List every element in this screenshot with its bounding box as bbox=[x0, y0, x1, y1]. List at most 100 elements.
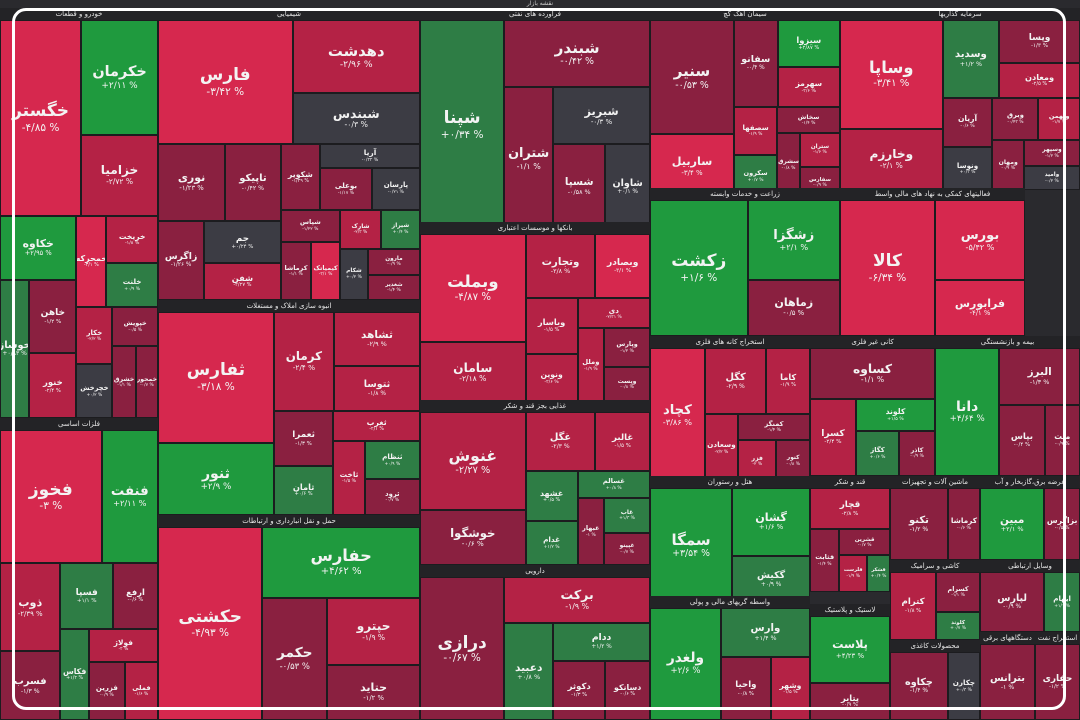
treemap-tile[interactable]: وبهمن -۱/۷ % bbox=[1038, 97, 1080, 140]
treemap-tile[interactable]: ونوسا +۰/۳ % bbox=[942, 147, 993, 190]
treemap-tile[interactable]: پتایر -۰/۹ % bbox=[810, 682, 890, 720]
treemap-tile[interactable]: کلوند +۱/۵ % bbox=[855, 398, 935, 431]
treemap-tile[interactable]: ارفع -۰/۶ % bbox=[113, 563, 158, 629]
treemap-tile[interactable]: ملت -۰/۹ % bbox=[1044, 404, 1080, 476]
treemap-tile[interactable]: ونوین -۲/۶ % bbox=[525, 354, 578, 402]
treemap-tile[interactable]: چکارن +۰/۳ % bbox=[947, 652, 980, 720]
treemap-tile[interactable]: غبهار -۱ % bbox=[577, 498, 605, 565]
treemap-tile[interactable]: ثغرب -۲/۱ % bbox=[333, 410, 420, 441]
treemap-tile[interactable]: درازی -۰/۶۷ % bbox=[420, 577, 505, 720]
treemap-tile[interactable]: ولغدر +۲/۶ % bbox=[650, 608, 721, 720]
treemap-tile[interactable]: واحیا -۰/۸ % bbox=[720, 657, 771, 720]
treemap-tile[interactable]: وساپا -۳/۴۱ % bbox=[840, 20, 943, 130]
treemap-tile[interactable]: وسدید +۱/۲ % bbox=[942, 20, 1000, 98]
treemap-tile[interactable]: آریان -۰/۶ % bbox=[942, 97, 993, 147]
treemap-tile[interactable]: ستران -۱/۶ % bbox=[799, 132, 840, 167]
treemap-tile[interactable]: زشگزا +۲/۱ % bbox=[747, 200, 840, 280]
treemap-tile[interactable]: کلوند +۰/۷ % bbox=[936, 611, 980, 640]
treemap-tile[interactable]: کمنگز -۱/۴ % bbox=[738, 414, 810, 441]
treemap-tile[interactable]: ثاخت -۱/۵ % bbox=[333, 440, 365, 515]
treemap-tile[interactable]: کسرام -۱/۱ % bbox=[936, 572, 980, 612]
treemap-tile[interactable]: شتران -۱/۱ % bbox=[504, 87, 554, 230]
treemap-tile[interactable]: شفن -۲/۲۷ % bbox=[204, 262, 281, 300]
treemap-tile[interactable]: سفانو -۰/۴ % bbox=[734, 20, 778, 107]
treemap-tile[interactable]: خلنت +۰/۹ % bbox=[106, 263, 158, 307]
treemap-tile[interactable]: خمحور -۰/۷ % bbox=[135, 346, 158, 418]
treemap-tile[interactable]: پارسان -۰/۲۱ % bbox=[371, 167, 420, 210]
treemap-tile[interactable]: سمگا +۳/۵۴ % bbox=[650, 488, 733, 604]
treemap-tile[interactable]: کرماشا -۱/۱ % bbox=[280, 241, 312, 300]
treemap-tile[interactable]: حکشتی -۴/۹۳ % bbox=[158, 527, 263, 720]
treemap-tile[interactable]: خگستر -۴/۸۵ % bbox=[0, 20, 82, 216]
treemap-tile[interactable]: دهدشت -۲/۹۶ % bbox=[292, 20, 420, 93]
treemap-tile[interactable]: فنفت +۲/۱۱ % bbox=[101, 430, 158, 564]
treemap-tile[interactable]: خریخت -۱/۸ % bbox=[106, 215, 158, 264]
treemap-tile[interactable]: فکاس +۱/۴ % bbox=[60, 628, 89, 720]
treemap-tile[interactable]: شبریز -۰/۳ % bbox=[553, 87, 650, 144]
treemap-tile[interactable]: وسعادن -۲/۲ % bbox=[704, 414, 739, 482]
treemap-tile[interactable]: کیمیاتک -۳/۱ % bbox=[311, 241, 340, 300]
treemap-tile[interactable]: بزاگرس -۰/۵ % bbox=[1044, 488, 1080, 560]
treemap-tile[interactable]: وبصادر -۳/۱ % bbox=[595, 234, 650, 299]
treemap-tile[interactable]: وملل -۱/۹ % bbox=[577, 328, 605, 402]
treemap-tile[interactable]: مبین +۲/۱ % bbox=[980, 488, 1045, 560]
treemap-tile[interactable]: خپویش -۰/۵ % bbox=[112, 306, 158, 347]
treemap-tile[interactable]: ثامان +۰/۶ % bbox=[273, 466, 334, 515]
treemap-tile[interactable]: سنیر -۰/۵۳ % bbox=[650, 20, 734, 135]
treemap-tile[interactable]: ثنور +۲/۹ % bbox=[158, 442, 274, 515]
treemap-tile[interactable]: خشرق -۱/۱ % bbox=[112, 346, 136, 418]
treemap-tile[interactable]: کسرا -۲/۴ % bbox=[810, 398, 856, 476]
treemap-tile[interactable]: وپسا -۱/۳ % bbox=[999, 20, 1080, 63]
treemap-tile[interactable]: کرمان -۲/۴ % bbox=[273, 312, 334, 411]
treemap-tile[interactable]: خزامیا -۲/۷۲ % bbox=[81, 134, 158, 216]
treemap-tile[interactable]: غنوش -۲/۲۷ % bbox=[420, 412, 526, 511]
treemap-tile[interactable]: ویاسار -۱/۵ % bbox=[525, 298, 578, 355]
treemap-tile[interactable]: سشرق -۰/۸ % bbox=[777, 132, 800, 198]
treemap-tile[interactable]: ثتوسا -۱/۸ % bbox=[333, 366, 420, 411]
treemap-tile[interactable]: آریا -۰/۲۲ % bbox=[320, 144, 420, 168]
treemap-tile[interactable]: مارون -۰/۹ % bbox=[367, 248, 420, 275]
treemap-tile[interactable]: وپارس -۱/۲ % bbox=[604, 328, 650, 367]
treemap-tile[interactable]: گشان +۱/۶ % bbox=[732, 488, 810, 556]
treemap-tile[interactable]: غشهد +۰/۵ % bbox=[525, 470, 578, 522]
treemap-tile[interactable]: بپاس -۰/۴ % bbox=[999, 404, 1045, 476]
treemap-tile[interactable]: کترام -۱/۸ % bbox=[890, 572, 937, 640]
treemap-tile[interactable]: سیزوا +۲/۸۷ % bbox=[777, 20, 840, 68]
treemap-tile[interactable]: غاب +۱/۳ % bbox=[604, 498, 650, 533]
treemap-tile[interactable]: حپترو -۱/۹ % bbox=[327, 597, 420, 665]
treemap-tile[interactable]: دی -۲/۳۱ % bbox=[577, 298, 650, 329]
treemap-tile[interactable]: دسانکو -۰/۶ % bbox=[605, 661, 650, 720]
treemap-tile[interactable]: فزرین -۰/۹ % bbox=[88, 662, 125, 720]
treemap-tile[interactable]: شغدیر -۱/۴ % bbox=[367, 274, 420, 300]
treemap-tile[interactable]: برکت -۱/۹ % bbox=[504, 577, 650, 623]
treemap-tile[interactable]: وشهر -۱/۵ % bbox=[770, 657, 810, 720]
treemap-tile[interactable]: خکار -۲/۲ % bbox=[76, 306, 113, 365]
treemap-tile[interactable]: غگل -۲/۳ % bbox=[525, 412, 596, 471]
treemap-tile[interactable]: زاگرس -۱/۲۶ % bbox=[158, 220, 205, 300]
treemap-tile[interactable]: نوری -۱/۲۳ % bbox=[158, 144, 226, 221]
treemap-tile[interactable]: وبملت -۴/۸۷ % bbox=[420, 234, 526, 343]
treemap-tile[interactable]: دانا +۴/۶۴ % bbox=[935, 348, 1000, 476]
treemap-tile[interactable]: فارس -۳/۴۲ % bbox=[158, 20, 293, 145]
treemap-tile[interactable]: غپینو -۰/۷ % bbox=[604, 533, 650, 565]
treemap-tile[interactable]: خوشگوا -۰/۶ % bbox=[420, 510, 526, 565]
treemap-tile[interactable]: کنور -۰/۸ % bbox=[776, 440, 810, 482]
treemap-tile[interactable]: ثعمرا -۱/۳ % bbox=[273, 410, 334, 467]
treemap-tile[interactable]: شیراز +۰/۴ % bbox=[381, 209, 420, 249]
treemap-tile[interactable]: سخاش -۱/۴ % bbox=[777, 106, 840, 133]
treemap-tile[interactable]: شپاس -۱/۲۲ % bbox=[280, 209, 340, 242]
treemap-tile[interactable]: سهرمز -۲/۶ % bbox=[777, 67, 840, 107]
treemap-tile[interactable]: وسپهر -۱/۲ % bbox=[1023, 139, 1080, 166]
treemap-tile[interactable]: وپست -۰/۸ % bbox=[604, 366, 650, 402]
treemap-tile[interactable]: دکوثر -۱/۳ % bbox=[553, 661, 606, 720]
treemap-tile[interactable]: کاما -۱/۹ % bbox=[766, 348, 810, 415]
treemap-tile[interactable]: وبرق -۰/۴۳ % bbox=[992, 97, 1039, 140]
treemap-tile[interactable]: شبندر -۰/۴۲ % bbox=[504, 20, 650, 88]
treemap-tile[interactable]: بوعلی -۱/۱۷ % bbox=[320, 167, 372, 210]
treemap-tile[interactable]: البرز -۱/۳ % bbox=[999, 348, 1080, 405]
treemap-tile[interactable]: چکاوه -۱/۴ % bbox=[890, 652, 948, 720]
treemap-tile[interactable]: پلاست +۴/۲۳ % bbox=[810, 616, 890, 683]
treemap-tile[interactable]: کگاز +۰/۶ % bbox=[855, 430, 900, 476]
treemap-tile[interactable]: فزر -۲ % bbox=[738, 440, 777, 482]
treemap-tile[interactable]: ثرود -۰/۷ % bbox=[364, 479, 420, 515]
